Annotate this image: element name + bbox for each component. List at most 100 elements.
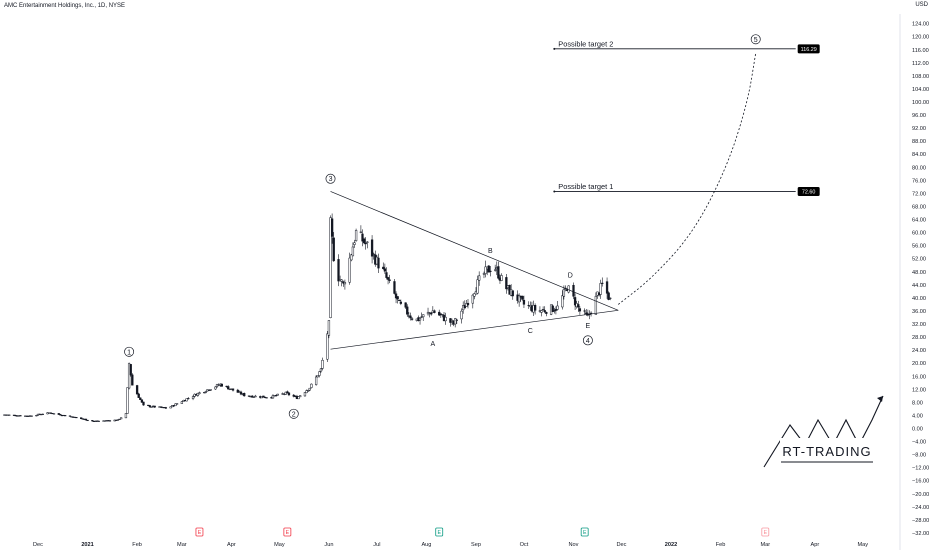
candle-body xyxy=(578,308,582,312)
candle-body xyxy=(583,310,586,312)
candle-body xyxy=(454,318,457,325)
candle-body xyxy=(150,406,153,408)
candle-body xyxy=(471,294,474,304)
candle-body xyxy=(497,266,500,279)
candle-body xyxy=(418,318,422,321)
candle-body xyxy=(131,374,134,386)
candle-body xyxy=(129,364,132,376)
candle-body xyxy=(209,389,212,391)
candle xyxy=(198,391,201,395)
candle-body xyxy=(126,387,129,414)
wave-label: A xyxy=(430,341,435,348)
time-tick-label: 2022 xyxy=(665,542,677,548)
candle-body xyxy=(541,309,545,311)
candle-body xyxy=(556,305,559,310)
candle xyxy=(30,415,33,417)
candle xyxy=(609,297,612,301)
candle xyxy=(578,306,582,315)
candle-body xyxy=(573,297,577,306)
candle xyxy=(441,314,444,318)
price-tick-label: 72.00 xyxy=(912,191,926,197)
wave-label-circle xyxy=(750,34,761,45)
time-tick-label: 2021 xyxy=(81,542,93,548)
candle-body xyxy=(388,279,391,281)
candle xyxy=(319,367,323,373)
logo-arrow-head xyxy=(877,396,883,402)
candle-body xyxy=(198,392,201,394)
candle xyxy=(388,274,391,284)
candle-body xyxy=(441,314,444,316)
candle xyxy=(404,302,407,309)
candle-body xyxy=(185,398,188,402)
candle xyxy=(124,413,128,419)
candle-body xyxy=(214,386,217,390)
candle-body xyxy=(554,309,558,311)
candle xyxy=(292,394,295,398)
candle-body xyxy=(420,316,423,318)
price-tick-label: 64.00 xyxy=(912,218,926,224)
price-tick-label: −16.00 xyxy=(912,479,929,485)
candle-body xyxy=(287,392,291,396)
time-tick-label: Aug xyxy=(421,542,431,548)
time-axis[interactable]: Dec 2021 Feb Mar Apr May Jun Jul Aug Sep Oct Nov Dec… xyxy=(33,527,868,548)
candle xyxy=(86,419,89,422)
candle xyxy=(444,312,447,325)
price-tick-label: 124.00 xyxy=(912,22,929,28)
price-tick-label: −32.00 xyxy=(912,531,929,537)
candle xyxy=(561,290,564,310)
candle xyxy=(599,279,602,299)
time-tick-label: Mar xyxy=(177,542,187,548)
time-tick-label: Feb xyxy=(716,542,726,548)
target-line: Possible target 1 72.60 xyxy=(553,182,820,196)
currency-label: USD xyxy=(915,2,928,8)
candle-body xyxy=(473,293,476,297)
price-tick-label: −28.00 xyxy=(912,518,929,524)
candle-body xyxy=(476,279,479,294)
candle xyxy=(337,254,340,287)
candle xyxy=(572,282,575,300)
price-tick-label: 92.00 xyxy=(912,126,926,132)
drawings: Possible target 2 116.29 Possible target 1… xyxy=(124,34,820,419)
candle xyxy=(383,263,387,274)
candle-body xyxy=(567,285,570,293)
candle xyxy=(287,392,291,397)
target-price-badge xyxy=(797,44,820,54)
candle xyxy=(318,371,321,378)
candle xyxy=(175,403,179,405)
candle xyxy=(59,413,62,416)
candle-body xyxy=(239,391,243,395)
candle xyxy=(430,312,433,316)
candle xyxy=(418,317,422,325)
price-tick-label: −24.00 xyxy=(912,505,929,511)
price-axis[interactable]: 124.00 120.00 116.00 112.00 108.00 104.00 100.… xyxy=(899,14,929,550)
candle xyxy=(386,276,390,285)
candle-body xyxy=(137,393,140,398)
price-tick-label: 36.00 xyxy=(912,309,926,315)
candle xyxy=(399,299,403,306)
candle-body xyxy=(57,413,60,415)
candle xyxy=(299,395,302,398)
candle-body xyxy=(551,305,554,312)
candle xyxy=(187,397,190,400)
candle-body xyxy=(601,282,604,284)
time-tick-label: Mar xyxy=(760,542,770,548)
candle-body xyxy=(124,413,128,419)
candle xyxy=(573,293,577,311)
candle-body xyxy=(310,383,313,388)
candle-body xyxy=(276,393,279,396)
candle-body xyxy=(399,301,403,304)
candle xyxy=(511,290,514,300)
candle-body xyxy=(377,257,380,269)
earnings-marker: E xyxy=(195,527,204,537)
candle xyxy=(420,312,423,318)
candle-body xyxy=(545,312,548,314)
candle-body xyxy=(577,304,580,308)
candle xyxy=(329,215,332,319)
triangle-upper-line xyxy=(330,191,619,311)
candle-body xyxy=(297,396,300,400)
price-tick-label: 80.00 xyxy=(912,165,926,171)
candle-body xyxy=(318,371,321,376)
candle xyxy=(385,267,388,280)
candle xyxy=(68,415,72,417)
